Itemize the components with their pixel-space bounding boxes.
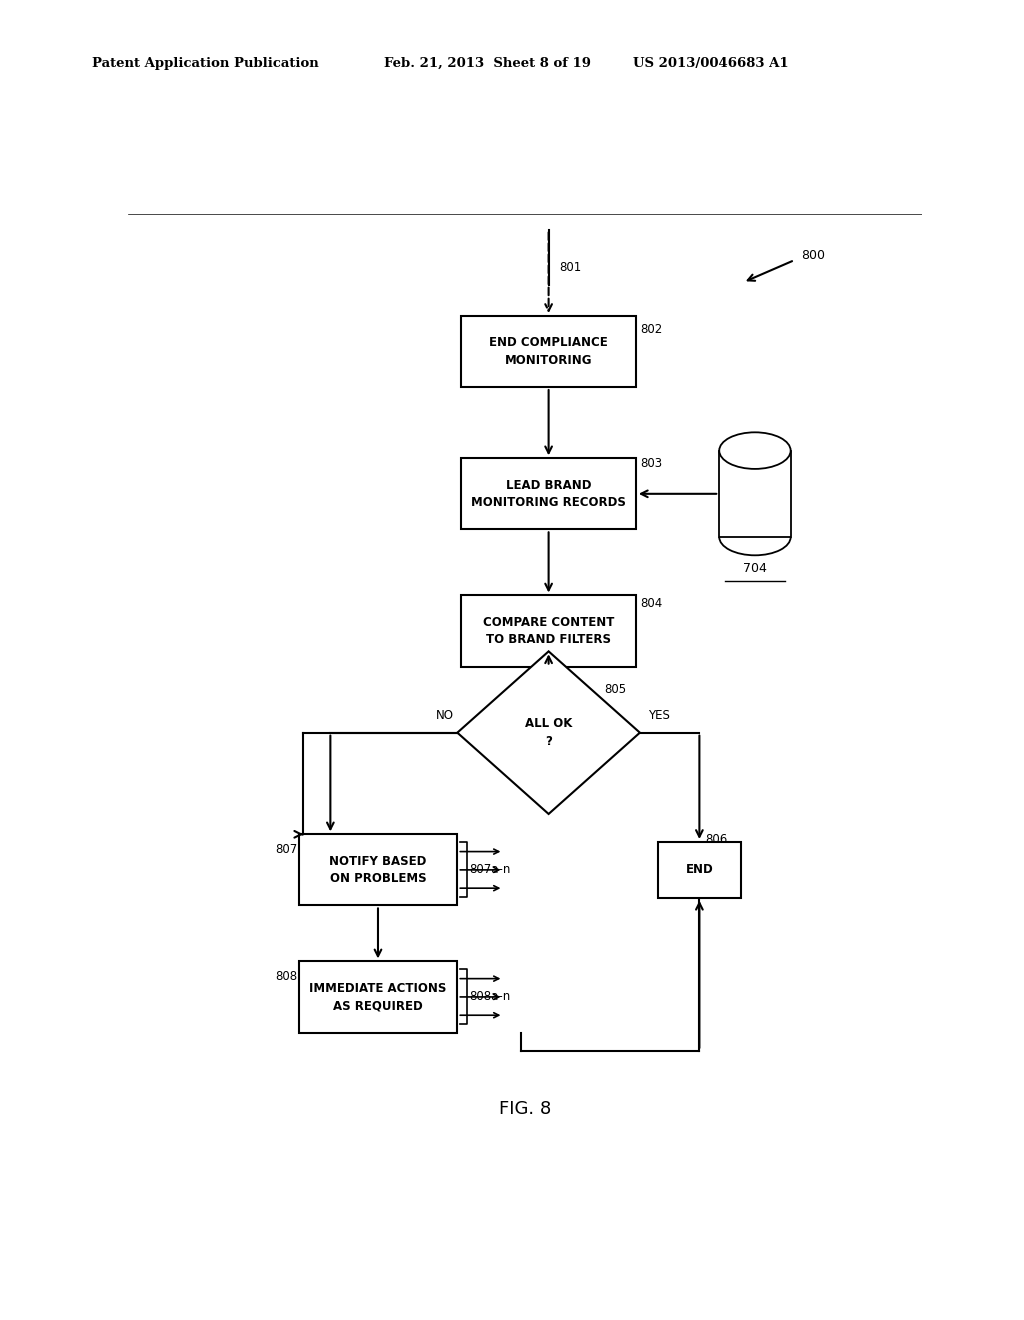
FancyBboxPatch shape [299, 834, 458, 906]
Ellipse shape [719, 433, 791, 469]
Text: Patent Application Publication: Patent Application Publication [92, 57, 318, 70]
Text: 805: 805 [604, 684, 627, 697]
Text: YES: YES [648, 709, 670, 722]
Text: Feb. 21, 2013  Sheet 8 of 19: Feb. 21, 2013 Sheet 8 of 19 [384, 57, 591, 70]
Polygon shape [458, 651, 640, 814]
Text: 704: 704 [743, 562, 767, 576]
Text: LEAD BRAND
MONITORING RECORDS: LEAD BRAND MONITORING RECORDS [471, 479, 626, 510]
FancyBboxPatch shape [719, 450, 791, 537]
Text: 800: 800 [801, 249, 825, 263]
FancyBboxPatch shape [299, 961, 458, 1032]
Text: 808: 808 [274, 970, 297, 983]
Text: 803: 803 [640, 457, 662, 470]
Text: 804: 804 [640, 597, 663, 610]
Text: 807: 807 [274, 843, 297, 857]
Text: 801: 801 [559, 260, 582, 273]
Text: US 2013/0046683 A1: US 2013/0046683 A1 [633, 57, 788, 70]
Text: 806: 806 [706, 833, 728, 846]
Text: END: END [685, 863, 714, 876]
FancyBboxPatch shape [462, 595, 636, 667]
Text: IMMEDIATE ACTIONS
AS REQUIRED: IMMEDIATE ACTIONS AS REQUIRED [309, 982, 446, 1012]
Text: FIG. 8: FIG. 8 [499, 1100, 551, 1118]
Text: 807a-n: 807a-n [469, 863, 511, 876]
Text: 808a-n: 808a-n [469, 990, 511, 1003]
Text: END COMPLIANCE
MONITORING: END COMPLIANCE MONITORING [489, 337, 608, 367]
FancyBboxPatch shape [462, 458, 636, 529]
Text: 802: 802 [640, 322, 663, 335]
Text: NO: NO [436, 709, 454, 722]
Text: NOTIFY BASED
ON PROBLEMS: NOTIFY BASED ON PROBLEMS [330, 854, 427, 886]
FancyBboxPatch shape [657, 842, 741, 898]
Text: COMPARE CONTENT
TO BRAND FILTERS: COMPARE CONTENT TO BRAND FILTERS [483, 615, 614, 647]
FancyBboxPatch shape [462, 315, 636, 387]
Text: ALL OK
?: ALL OK ? [525, 717, 572, 748]
